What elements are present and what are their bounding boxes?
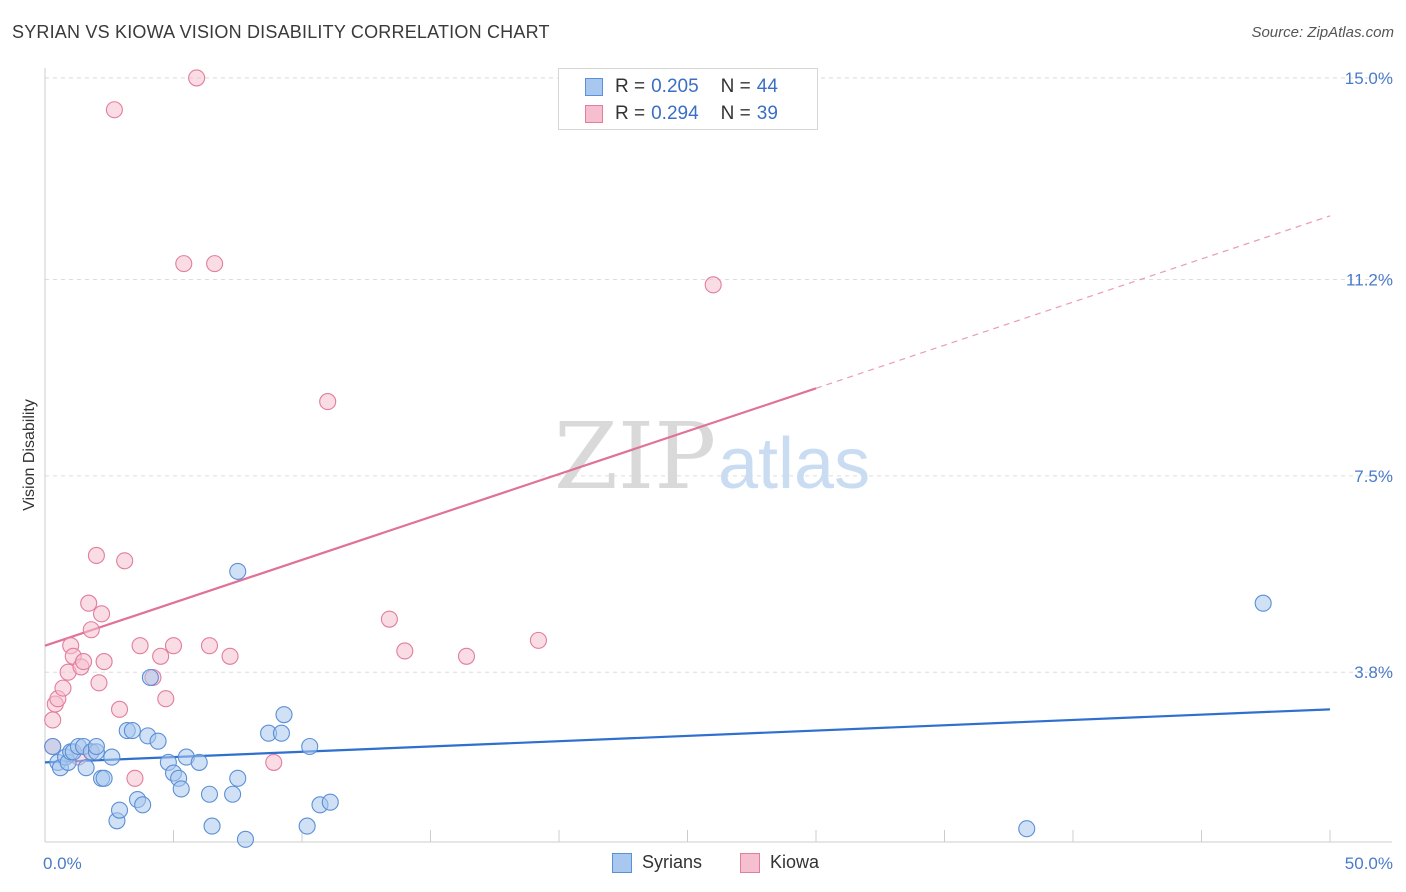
data-point-kiowa	[54, 679, 72, 697]
y-tick-label: 11.2%	[1346, 271, 1393, 290]
data-point-kiowa	[457, 647, 476, 665]
data-point-kiowa	[396, 642, 414, 660]
legend-row-syrians: R = 0.205 N = 44	[585, 74, 778, 100]
data-point-syrians	[77, 759, 95, 777]
data-point-syrians	[321, 793, 339, 811]
bottom-legend-syrians: Syrians	[612, 852, 702, 873]
data-point-kiowa	[529, 631, 547, 649]
data-point-syrians	[200, 785, 219, 803]
legend-n-label: N =	[720, 76, 751, 97]
data-point-syrians	[123, 722, 141, 740]
bottom-legend-swatch-syrians	[612, 852, 632, 873]
source-label: Source: ZipAtlas.com	[1251, 24, 1394, 41]
data-point-syrians	[103, 748, 121, 766]
data-point-syrians	[229, 769, 247, 787]
data-point-kiowa	[157, 690, 175, 708]
legend-swatch-kiowa	[585, 105, 603, 123]
legend-n-value-syrians: 44	[756, 76, 778, 97]
legend-r-value-kiowa: 0.294	[651, 103, 699, 124]
y-tick-label: 15.0%	[1345, 69, 1393, 88]
data-point-kiowa	[380, 610, 398, 628]
data-point-kiowa	[175, 255, 193, 273]
data-point-syrians	[1018, 820, 1036, 838]
y-tick-label: 3.8%	[1354, 663, 1393, 682]
data-point-syrians	[203, 817, 221, 835]
legend-r-label: R =	[615, 76, 646, 97]
data-point-syrians	[87, 737, 105, 756]
legend-n-value-kiowa: 39	[756, 103, 778, 124]
data-point-kiowa	[200, 637, 219, 655]
data-point-syrians	[141, 668, 159, 687]
data-point-syrians	[134, 796, 152, 814]
data-point-syrians	[236, 830, 255, 848]
bottom-legend-label-syrians: Syrians	[642, 852, 703, 872]
data-point-kiowa	[126, 769, 144, 787]
data-point-kiowa	[105, 101, 123, 119]
data-point-syrians	[224, 785, 242, 803]
data-point-kiowa	[90, 674, 108, 692]
chart-title: SYRIAN VS KIOWA VISION DISABILITY CORREL…	[12, 22, 550, 42]
tick-labels: 3.8% 7.5% 11.2% 15.0% 0.0% 50.0%	[43, 69, 1393, 873]
data-point-syrians	[275, 706, 293, 724]
data-point-syrians	[229, 562, 247, 580]
watermark-zip: ZIP	[554, 403, 716, 510]
data-point-kiowa	[704, 276, 722, 294]
data-point-kiowa	[188, 69, 206, 87]
watermark: ZIP atlas	[554, 403, 870, 510]
y-tick-label: 7.5%	[1354, 467, 1393, 486]
data-point-syrians	[172, 780, 190, 798]
trend-lines	[44, 215, 1331, 764]
data-point-syrians	[272, 724, 290, 742]
data-point-syrians	[44, 737, 62, 756]
data-point-syrians	[95, 769, 113, 787]
legend-r-value-syrians: 0.205	[651, 76, 699, 97]
grid-lines	[45, 77, 1392, 673]
data-point-syrians	[110, 801, 129, 819]
data-point-kiowa	[319, 393, 337, 411]
data-point-syrians	[1254, 594, 1272, 612]
data-points	[44, 69, 1272, 848]
data-point-kiowa	[221, 647, 239, 665]
data-point-kiowa	[152, 647, 170, 665]
legend-row-kiowa: R = 0.294 N = 39	[585, 101, 778, 127]
data-point-kiowa	[206, 255, 224, 273]
data-point-kiowa	[116, 552, 134, 570]
data-point-kiowa	[95, 653, 113, 671]
data-point-kiowa	[80, 594, 98, 612]
data-point-kiowa	[44, 711, 62, 729]
x-tick-label: 50.0%	[1345, 854, 1393, 873]
watermark-atlas: atlas	[718, 424, 870, 504]
data-point-syrians	[190, 753, 208, 771]
data-point-syrians	[301, 737, 319, 756]
legend-n-label: N =	[720, 103, 751, 124]
legend: R = 0.205 N = 44 R = 0.294 N = 39	[558, 68, 818, 130]
data-point-kiowa	[131, 637, 149, 655]
data-point-kiowa	[265, 753, 283, 771]
bottom-legend-swatch-kiowa	[740, 852, 760, 873]
trend-line-kiowa	[44, 387, 817, 647]
data-point-kiowa	[164, 637, 183, 655]
data-point-kiowa	[82, 621, 100, 639]
data-point-kiowa	[87, 546, 105, 565]
legend-swatch-syrians	[585, 78, 603, 96]
data-point-kiowa	[92, 605, 111, 623]
data-point-kiowa	[110, 700, 129, 718]
bottom-legend-label-kiowa: Kiowa	[770, 852, 820, 872]
x-tick-label: 0.0%	[43, 854, 82, 873]
y-axis-label: Vision Disability	[21, 399, 38, 511]
trend-line-extension-kiowa	[815, 215, 1331, 389]
legend-r-label: R =	[615, 103, 646, 124]
data-point-syrians	[298, 817, 316, 835]
trend-line-syrians	[44, 708, 1331, 764]
data-point-kiowa	[75, 653, 93, 671]
bottom-legend-kiowa: Kiowa	[740, 852, 819, 873]
data-point-syrians	[149, 732, 167, 750]
